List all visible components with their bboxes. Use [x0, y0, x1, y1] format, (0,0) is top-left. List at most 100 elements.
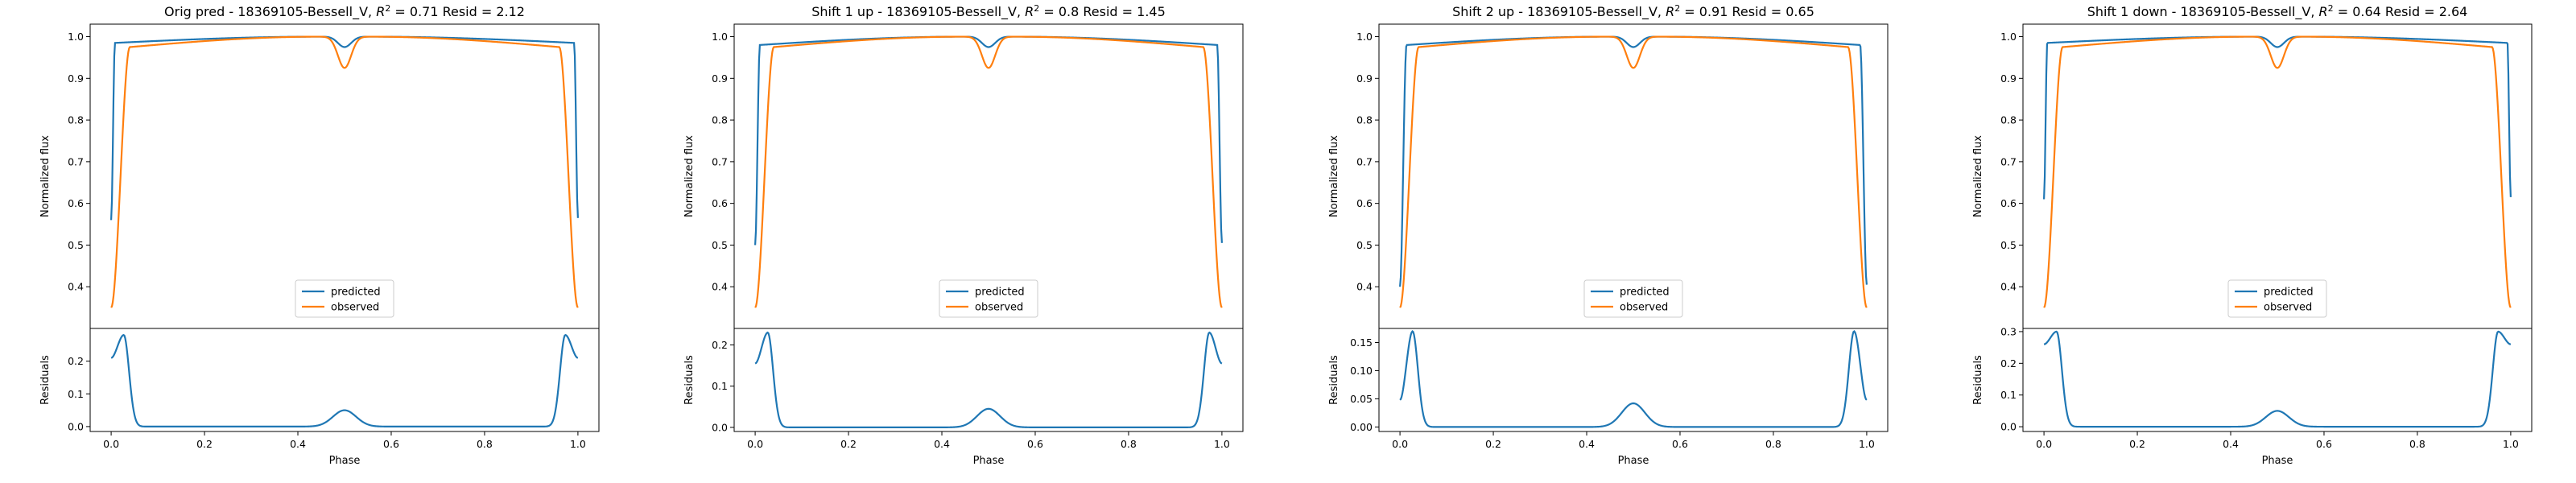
series-line-predicted [2042, 35, 2512, 200]
series-line-observed [110, 35, 579, 308]
title-r2-eq: = 0.8 [1039, 4, 1079, 19]
chart-panel-4: Shift 1 down - 18369105-Bessell_V, R2 = … [1972, 3, 2533, 467]
y-tick-label: 0.0 [712, 421, 728, 433]
legend-label-observed: observed [1620, 302, 1668, 314]
y-axis-label: Normalized flux [683, 135, 696, 217]
title-r2-var: R [1666, 4, 1674, 19]
title-r2-sup: 2 [2328, 3, 2334, 14]
y-tick-label: 0.2 [712, 339, 728, 351]
title-suffix: Resid = 2.64 [2381, 4, 2467, 19]
x-tick-label: 1.0 [1214, 438, 1230, 450]
title-r2-var: R [1025, 4, 1034, 19]
x-axis-label: Phase [1618, 455, 1649, 467]
x-tick-label: 0.6 [1672, 438, 1688, 450]
y-tick-label: 0.5 [68, 239, 84, 251]
y-tick-label: 0.4 [68, 281, 84, 293]
title-r2-sup: 2 [385, 3, 390, 14]
x-axis-label: Phase [2262, 455, 2293, 467]
y-tick-label: 1.0 [2000, 31, 2017, 43]
x-tick-label: 0.2 [1485, 438, 1501, 450]
y-tick-label: 0.2 [2000, 357, 2017, 369]
legend-box [939, 279, 1038, 318]
x-tick-label: 0.0 [103, 438, 119, 450]
residuals-axis-label: Residuals [683, 355, 696, 405]
y-tick-label: 0.9 [2000, 72, 2017, 85]
series-line-observed [754, 35, 1223, 308]
x-tick-label: 0.6 [383, 438, 399, 450]
legend-label-predicted: predicted [975, 287, 1025, 299]
residuals-line [1399, 329, 1868, 428]
x-tick-label: 1.0 [570, 438, 586, 450]
x-tick-label: 0.4 [934, 438, 950, 450]
y-tick-label: 0.7 [2000, 155, 2017, 167]
y-tick-label: 0.9 [712, 72, 728, 85]
y-tick-label: 0.15 [1350, 336, 1373, 349]
legend: predicted observed [939, 279, 1038, 318]
legend-box [2227, 279, 2327, 318]
y-tick-label: 0.9 [68, 72, 84, 85]
y-tick-label: 0.2 [68, 355, 84, 367]
x-tick-label: 0.0 [2036, 438, 2052, 450]
series-line-predicted [1398, 35, 1868, 287]
x-tick-label: 0.0 [747, 438, 763, 450]
bottom-axes-frame [1378, 328, 1889, 432]
y-axis-label: Normalized flux [1972, 135, 1984, 217]
y-axis-label: Normalized flux [39, 135, 52, 217]
series-line-observed [2043, 35, 2512, 308]
x-tick-label: 0.2 [2129, 438, 2145, 450]
title-r2-var: R [376, 4, 385, 19]
x-tick-label: 1.0 [1859, 438, 1875, 450]
chart-title: Shift 2 up - 18369105-Bessell_V, R2 = 0.… [1452, 3, 1814, 21]
legend-label-predicted: predicted [331, 287, 381, 299]
title-suffix: Resid = 1.45 [1079, 4, 1165, 19]
title-r2-sup: 2 [1674, 3, 1680, 14]
y-tick-label: 0.6 [1356, 197, 1373, 209]
y-axis-label: Normalized flux [1328, 135, 1340, 217]
legend: predicted observed [295, 279, 394, 318]
bottom-axes-frame [89, 328, 600, 432]
residuals-line [2043, 330, 2512, 428]
y-tick-label: 0.6 [2000, 197, 2017, 209]
legend-label-predicted: predicted [1620, 287, 1670, 299]
title-suffix: Resid = 2.12 [439, 4, 525, 19]
x-tick-label: 0.6 [1027, 438, 1043, 450]
y-tick-label: 0.1 [68, 388, 84, 400]
y-tick-label: 0.6 [712, 197, 728, 209]
legend-label-observed: observed [2264, 302, 2312, 314]
bottom-axes-frame [2022, 328, 2533, 432]
x-axis-label: Phase [973, 455, 1005, 467]
x-tick-label: 0.8 [1765, 438, 1781, 450]
y-tick-label: 0.9 [1356, 72, 1373, 85]
x-tick-label: 1.0 [2503, 438, 2519, 450]
chart-title: Shift 1 down - 18369105-Bessell_V, R2 = … [2087, 3, 2468, 21]
y-tick-label: 0.8 [712, 114, 728, 126]
legend: predicted observed [1583, 279, 1683, 318]
residuals-axis-label: Residuals [39, 355, 52, 405]
legend-label-predicted: predicted [2264, 287, 2314, 299]
chart-title: Shift 1 up - 18369105-Bessell_V, R2 = 0.… [811, 3, 1166, 21]
legend-box [295, 279, 394, 318]
residuals-axis-label: Residuals [1972, 355, 1984, 405]
x-tick-label: 0.4 [290, 438, 306, 450]
series-line-observed [1399, 35, 1868, 308]
y-tick-label: 0.00 [1350, 421, 1373, 433]
y-tick-label: 0.1 [2000, 389, 2017, 401]
title-suffix: Resid = 0.65 [1728, 4, 1814, 19]
legend: predicted observed [2227, 279, 2327, 318]
y-tick-label: 0.4 [712, 281, 728, 293]
x-tick-label: 0.2 [840, 438, 857, 450]
y-tick-label: 0.0 [68, 420, 84, 432]
y-tick-label: 1.0 [68, 31, 84, 43]
residuals-line [754, 331, 1223, 428]
y-tick-label: 0.5 [1356, 239, 1373, 251]
y-tick-label: 0.8 [2000, 114, 2017, 126]
chart-panel-1: Orig pred - 18369105-Bessell_V, R2 = 0.7… [39, 3, 600, 467]
y-tick-label: 0.3 [2000, 325, 2017, 337]
residuals-axis-label: Residuals [1328, 355, 1340, 405]
y-tick-label: 1.0 [1356, 31, 1373, 43]
series-line-predicted [753, 35, 1224, 246]
y-tick-label: 0.8 [1356, 114, 1373, 126]
legend-label-observed: observed [975, 302, 1023, 314]
y-tick-label: 0.4 [2000, 281, 2017, 293]
